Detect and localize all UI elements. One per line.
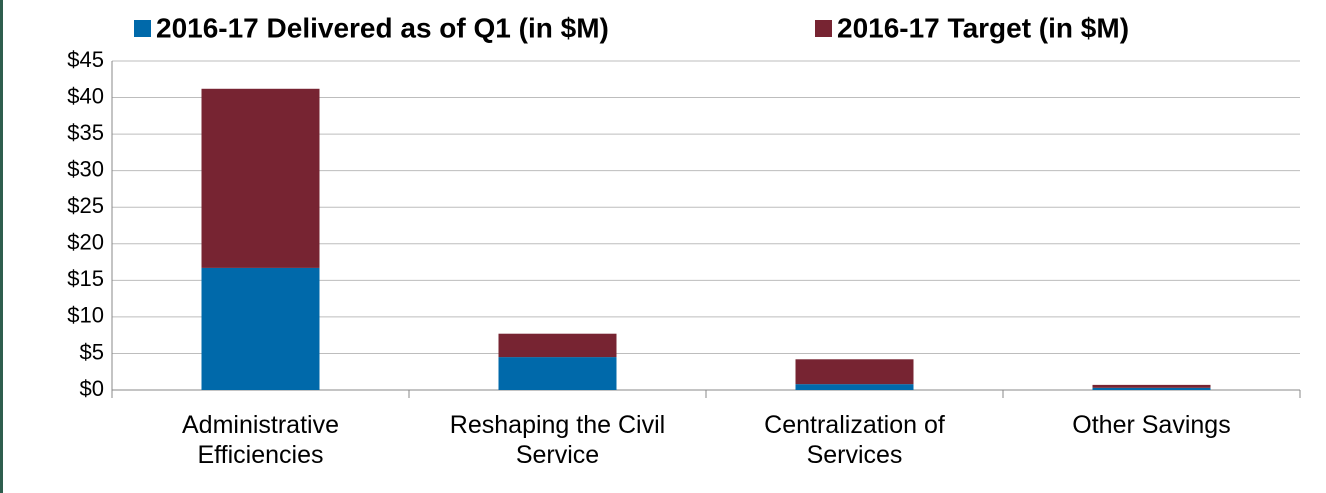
- x-tick-label: Administrative Efficiencies: [182, 411, 339, 469]
- x-tick-label: Reshaping the Civil Service: [449, 411, 666, 469]
- legend-swatch: [815, 20, 832, 37]
- y-tick-label: $30: [67, 156, 104, 181]
- bar-segment: [201, 88, 320, 268]
- y-tick-label: $40: [67, 83, 104, 108]
- y-tick-label: $25: [67, 193, 104, 218]
- y-tick-label: $45: [67, 47, 104, 72]
- chart-svg: $0 $5 $10 $15 $20 $25 $30 $35 $40 $45 2016-17 Deli…: [67, 12, 1301, 401]
- x-tick-label: Other Savings: [1072, 411, 1231, 439]
- bar-segment: [795, 359, 914, 385]
- legend-swatch: [134, 20, 151, 37]
- legend-label: 2016-17 Delivered as of Q1 (in $M): [156, 12, 609, 43]
- y-tick-label: $0: [80, 376, 104, 401]
- x-tick-label: Centralization of Services: [764, 411, 945, 469]
- y-tick-label: $10: [67, 303, 104, 328]
- bar-segment: [1092, 387, 1211, 390]
- bar-segment: [1092, 384, 1211, 388]
- y-tick-label: $20: [67, 230, 104, 255]
- bar-segment: [498, 333, 617, 358]
- y-tick-label: $5: [80, 339, 104, 364]
- y-tick-label: $15: [67, 266, 104, 291]
- legend-label: 2016-17 Target (in $M): [837, 12, 1129, 43]
- bar-segment: [201, 267, 320, 390]
- y-tick-label: $35: [67, 120, 104, 145]
- bar-segment: [795, 384, 914, 390]
- bar-segment: [498, 357, 617, 390]
